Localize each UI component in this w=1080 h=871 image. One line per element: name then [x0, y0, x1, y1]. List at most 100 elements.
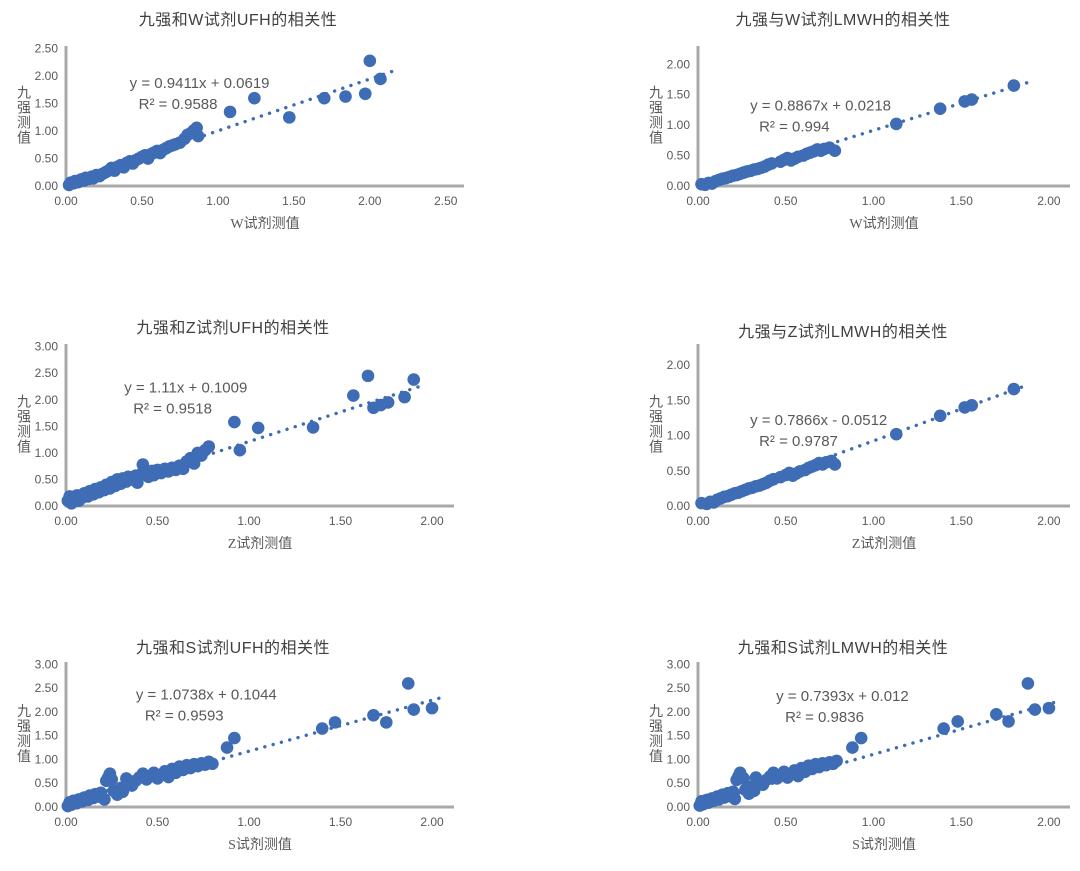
data-point: [328, 716, 342, 729]
data-point: [361, 369, 375, 383]
equation-label: y = 0.7393x + 0.012: [776, 688, 909, 705]
y-axis-title: 九强测值: [17, 395, 31, 456]
r-squared-label: R² = 0.9787: [759, 433, 838, 450]
x-tick-label: 0.50: [774, 194, 798, 208]
y-tick-label: 3.00: [35, 657, 59, 671]
x-tick-label: 0.00: [54, 514, 78, 528]
chart-ufh-w: 九强和W试剂UFH的相关性 0.00 0.50 1.00 1.50 2.00 2.50 0.…: [2, 0, 474, 250]
data-point: [223, 105, 237, 119]
data-point: [315, 722, 329, 735]
chart-lmwh-z: 九强与Z试剂LMWH的相关性 0.00 0.50 1.00 1.50 2.00 0.00 0…: [606, 298, 1080, 570]
y-tick-label: 3.00: [667, 657, 691, 671]
scatter-plot-svg: 0.00 0.50 1.00 1.50 2.00 0.00 0.50 1.00 1.50 2.00…: [649, 46, 1070, 232]
x-axis-title: S试剂测值: [852, 837, 916, 853]
x-tick-label: 1.50: [282, 194, 306, 208]
data-point: [379, 716, 393, 729]
y-tick-label: 2.00: [35, 705, 59, 719]
data-point: [846, 741, 859, 754]
scatter-plot-svg: 0.00 0.50 1.00 1.50 2.00 0.00 0.50 1.00 1.50 2.00…: [649, 344, 1070, 552]
y-tick-label: 1.50: [667, 729, 691, 743]
data-point: [206, 757, 219, 771]
y-tick-label: 0.00: [35, 499, 59, 513]
data-point: [937, 722, 950, 735]
scatter-plot-svg: 0.00 0.50 1.00 1.50 2.00 2.50 0.00 0.50 1.00 1.50…: [17, 42, 464, 232]
y-tick-label: 0.00: [35, 800, 59, 814]
chart-title: 九强和S试剂UFH的相关性: [135, 640, 331, 657]
y-tick-label: 2.50: [35, 42, 59, 56]
r-squared-label: R² = 0.9588: [139, 96, 218, 113]
data-point: [965, 93, 979, 106]
data-point: [317, 91, 331, 105]
data-point: [1021, 677, 1035, 690]
data-point: [1042, 701, 1056, 715]
x-tick-label: 1.00: [862, 514, 886, 528]
data-point: [1002, 715, 1015, 728]
data-point: [347, 389, 360, 402]
equation-label: y = 1.0738x + 0.1044: [136, 687, 277, 704]
data-point: [374, 72, 387, 86]
y-axis-title: 九强测值: [649, 395, 663, 456]
data-point: [1007, 79, 1021, 92]
data-point: [228, 415, 241, 429]
x-tick-label: 0.00: [686, 194, 710, 208]
data-point: [854, 731, 868, 745]
chart-lmwh-s: 九强和S试剂LMWH的相关性 0.00 0.50 1.00 1.50 2.00 2.50 3…: [606, 616, 1080, 871]
scatter-plot-svg: 0.00 0.50 1.00 1.50 2.00 2.50 3.00 0.00 0.50 1.00…: [649, 657, 1070, 853]
chart-title: 九强与Z试剂LMWH的相关性: [738, 324, 948, 341]
data-point: [828, 458, 842, 471]
x-tick-label: 1.50: [329, 514, 353, 528]
y-tick-label: 1.50: [35, 97, 59, 111]
y-tick-label: 3.00: [35, 340, 59, 354]
y-tick-label: 0.50: [667, 776, 691, 790]
data-point: [951, 715, 964, 728]
chart-title: 九强与W试剂LMWH的相关性: [735, 12, 951, 29]
y-tick-label: 2.50: [35, 366, 59, 380]
data-point: [747, 784, 761, 798]
r-squared-label: R² = 0.9836: [785, 709, 864, 726]
r-squared-label: R² = 0.9518: [133, 401, 212, 418]
equation-label: y = 0.7866x - 0.0512: [750, 412, 887, 429]
trend-line: [696, 80, 1030, 187]
trend-line: [64, 69, 395, 185]
x-tick-label: 1.00: [237, 514, 261, 528]
x-tick-label: 2.00: [1037, 815, 1061, 829]
x-tick-label: 0.00: [54, 194, 78, 208]
data-point: [283, 111, 296, 124]
y-tick-label: 0.00: [35, 179, 59, 193]
y-tick-label: 0.00: [667, 499, 691, 513]
y-tick-label: 1.00: [667, 118, 691, 132]
x-tick-label: 0.00: [686, 815, 710, 829]
data-point: [105, 773, 119, 786]
data-point: [990, 707, 1003, 721]
y-tick-label: 1.00: [35, 752, 59, 766]
equation-label: y = 0.8867x + 0.0218: [750, 97, 891, 114]
x-tick-label: 0.50: [130, 194, 154, 208]
equation-label: y = 0.9411x + 0.0619: [130, 75, 270, 92]
x-axis-title: S试剂测值: [228, 837, 292, 853]
data-point: [407, 703, 421, 716]
data-point: [965, 398, 979, 412]
x-tick-label: 1.00: [862, 815, 886, 829]
x-tick-label: 0.50: [774, 514, 798, 528]
x-axis-title: W试剂测值: [230, 216, 299, 232]
y-tick-label: 0.00: [667, 800, 691, 814]
y-axis-title: 九强测值: [17, 704, 31, 765]
x-tick-label: 2.00: [358, 194, 382, 208]
y-axis-title: 九强测值: [649, 86, 663, 147]
data-point: [358, 87, 372, 101]
x-tick-label: 2.00: [1037, 514, 1061, 528]
r-squared-label: R² = 0.9593: [145, 708, 224, 725]
trend-line: [64, 383, 425, 503]
data-point: [425, 701, 439, 715]
scatter-plot-svg: 0.00 0.50 1.00 1.50 2.00 2.50 3.00 0.00 0.50 1.00…: [17, 340, 454, 552]
data-point: [116, 785, 130, 799]
x-tick-label: 2.00: [1037, 194, 1061, 208]
x-tick-label: 2.00: [420, 514, 444, 528]
y-tick-label: 1.00: [667, 429, 691, 443]
data-point: [339, 90, 352, 103]
chart-lmwh-w: 九强与W试剂LMWH的相关性 0.00 0.50 1.00 1.50 2.00 0.00 0…: [606, 0, 1080, 250]
data-point: [233, 443, 247, 457]
x-tick-label: 0.50: [146, 815, 170, 829]
y-tick-label: 1.50: [667, 393, 691, 407]
